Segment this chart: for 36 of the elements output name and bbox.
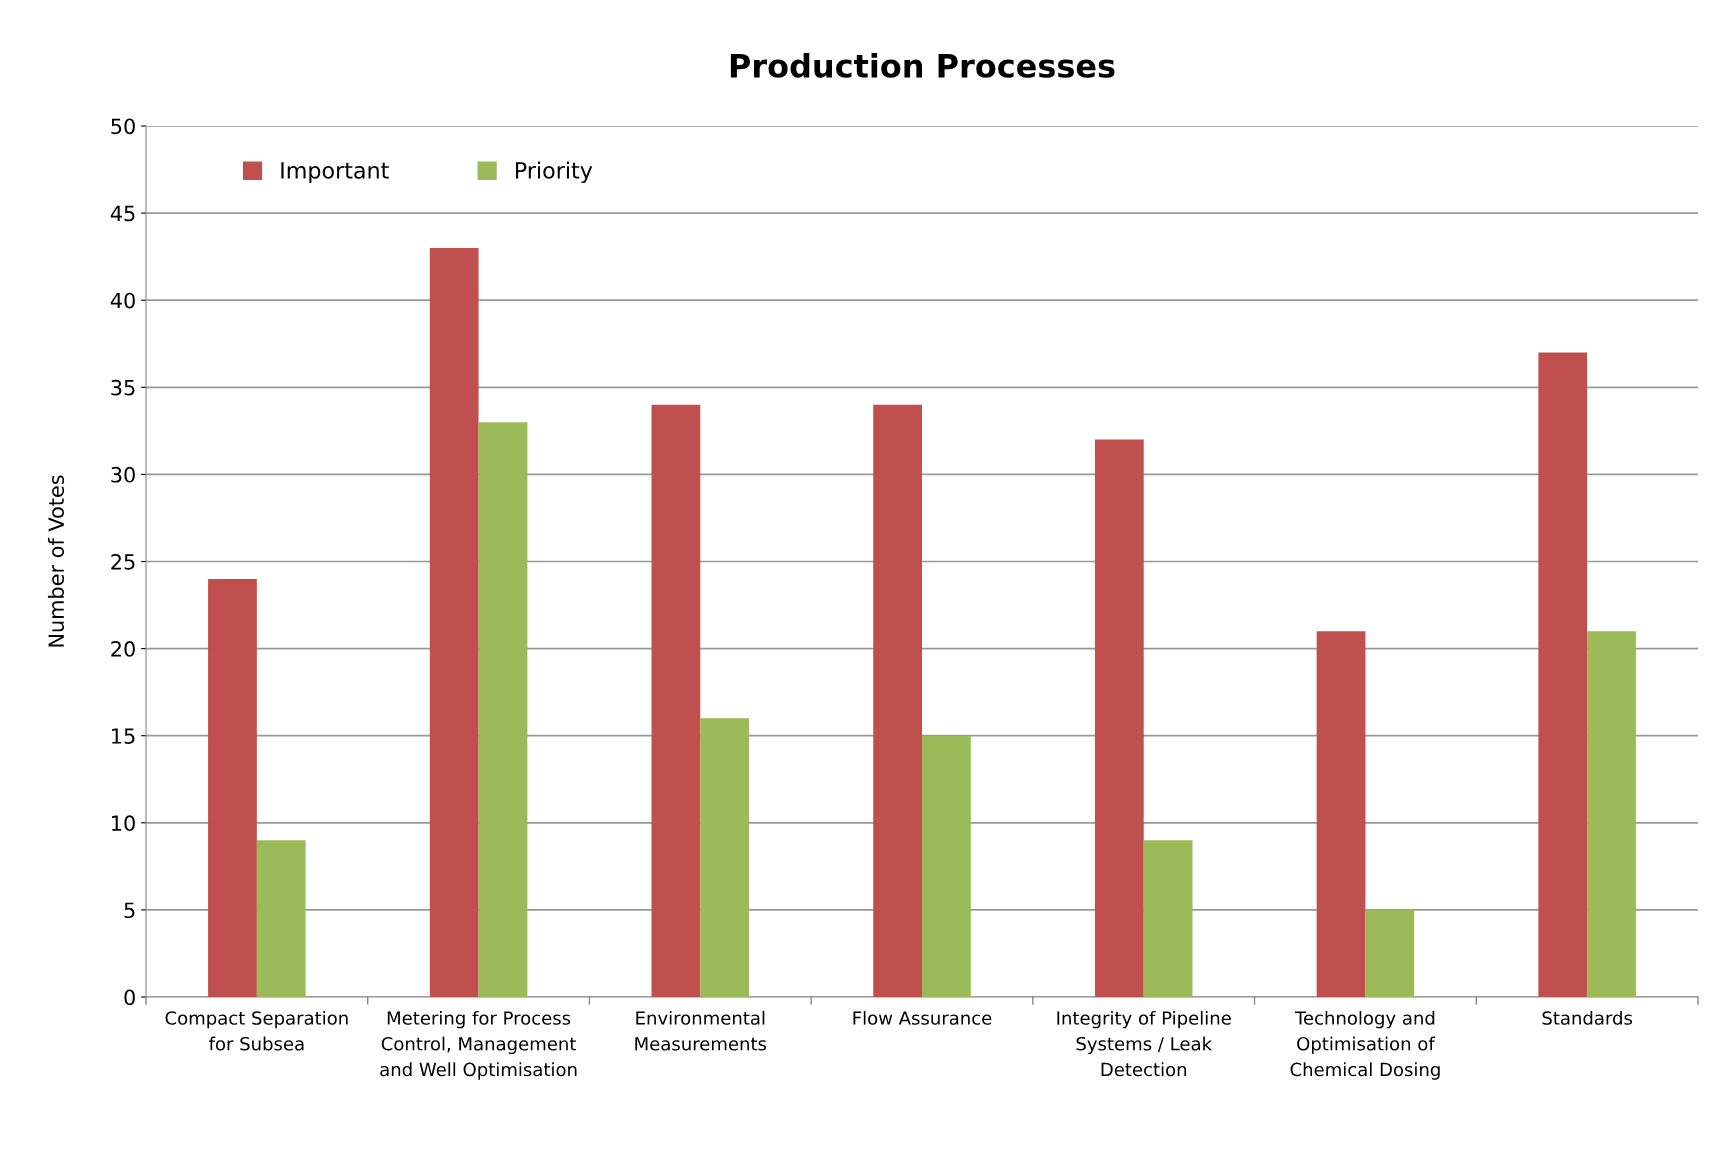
bar	[700, 718, 750, 997]
bar	[873, 404, 922, 997]
bar	[1365, 909, 1415, 997]
x-tick-label: Technology and Optimisation of Chemical Dosing	[1290, 1010, 1440, 1080]
y-tick-label: 30	[111, 466, 135, 483]
bar	[1587, 631, 1636, 997]
bar	[1316, 631, 1366, 997]
y-tick-label: 5	[124, 902, 135, 919]
bar	[208, 578, 257, 997]
y-tick-label: 0	[124, 989, 135, 1006]
y-axis-title: Number of Votes	[47, 475, 65, 647]
y-tick-label: 10	[112, 815, 135, 832]
y-tick-label: 35	[111, 379, 135, 396]
bar	[922, 735, 971, 997]
y-tick-label: 15	[112, 728, 135, 744]
y-tick-label: 20	[111, 641, 135, 657]
y-tick-label: 40	[110, 292, 135, 309]
x-tick-label: Environmental Measurements	[635, 1010, 767, 1051]
bar	[651, 404, 701, 997]
bar	[1538, 352, 1588, 997]
bar	[256, 840, 306, 997]
x-tick-label: Compact Separation for Subsea	[165, 1010, 348, 1051]
bar	[1143, 840, 1193, 997]
y-tick-label: 50	[111, 118, 135, 135]
y-tick-label: 45	[110, 205, 135, 222]
x-tick-label: Flow Assurance	[853, 1010, 992, 1025]
bar	[1094, 439, 1144, 997]
bar	[478, 422, 528, 997]
x-tick-label: Standards	[1542, 1010, 1633, 1025]
x-tick-label: Integrity of Pipeline Systems / Leak Detection	[1057, 1010, 1231, 1077]
bar	[429, 247, 479, 997]
chart-title: Production Processes	[730, 53, 1115, 78]
y-tick-label: 25	[111, 553, 135, 570]
legend-label: Priority	[515, 161, 593, 184]
legend-label: Important	[281, 162, 389, 184]
x-tick-label: Metering for Process Control, Management and Well Optimisation	[380, 1010, 577, 1080]
